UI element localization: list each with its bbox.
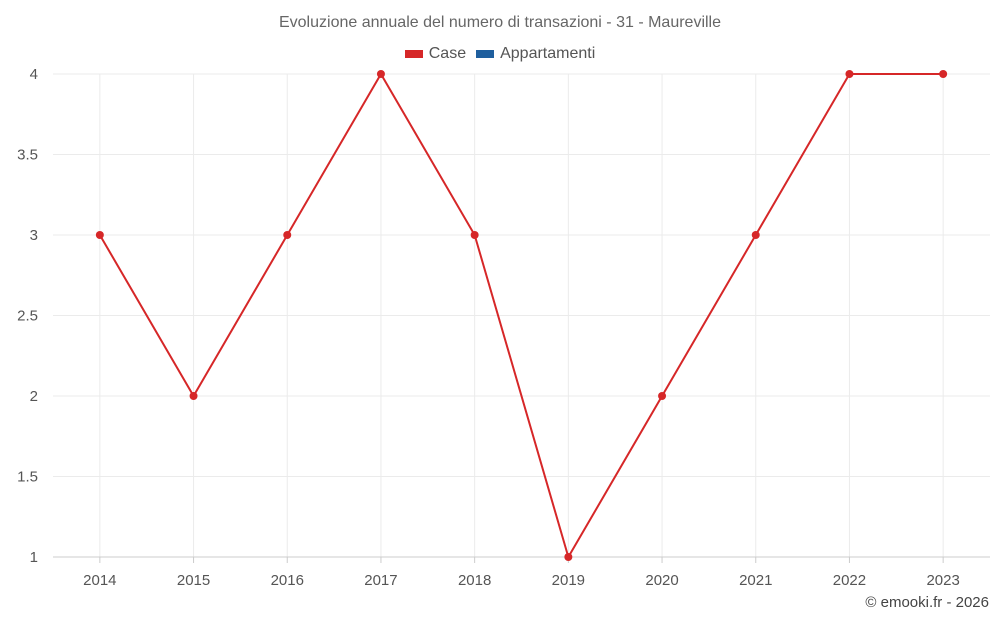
legend-label-case: Case <box>428 45 467 62</box>
data-point-2022 <box>845 70 854 78</box>
x-tick-label: 2018 <box>458 572 491 589</box>
legend-item-case[interactable]: Case <box>404 45 467 63</box>
x-tick-label: 2023 <box>926 572 959 589</box>
x-tick-label: 2015 <box>177 572 210 589</box>
y-tick-label: 2.5 <box>17 308 38 325</box>
legend-swatch-case <box>404 50 423 58</box>
data-point-2017 <box>376 70 385 78</box>
data-point-2018 <box>470 231 479 239</box>
y-tick-label: 1.5 <box>17 469 38 486</box>
x-tick-label: 2019 <box>552 572 585 589</box>
legend-label-appartamenti: Appartamenti <box>500 45 596 62</box>
x-tick-label: 2020 <box>645 572 678 589</box>
chart-title: Evoluzione annuale del numero di transaz… <box>278 14 722 31</box>
data-point-2020 <box>658 392 667 400</box>
data-point-2021 <box>751 231 760 239</box>
data-point-2019 <box>564 553 573 561</box>
y-tick-label: 4 <box>30 66 38 83</box>
credit-text: © emooki.fr - 2026 <box>865 594 989 611</box>
x-tick-label: 2022 <box>833 572 866 589</box>
y-tick-label: 2 <box>30 388 38 405</box>
data-point-2016 <box>283 231 292 239</box>
chart-legend: Case Appartamenti <box>0 45 1000 63</box>
legend-item-appartamenti[interactable]: Appartamenti <box>476 45 595 63</box>
data-point-2014 <box>95 231 104 239</box>
y-tick-label: 1 <box>30 549 38 566</box>
legend-swatch-appartamenti <box>476 50 495 58</box>
data-point-2015 <box>189 392 198 400</box>
y-tick-label: 3 <box>30 227 38 244</box>
y-tick-label: 3.5 <box>17 147 38 164</box>
x-tick-label: 2016 <box>271 572 304 589</box>
x-tick-label: 2014 <box>83 572 116 589</box>
data-point-2023 <box>939 70 948 78</box>
series-line-case <box>98 72 944 560</box>
x-tick-label: 2017 <box>364 572 397 589</box>
x-tick-label: 2021 <box>739 572 772 589</box>
